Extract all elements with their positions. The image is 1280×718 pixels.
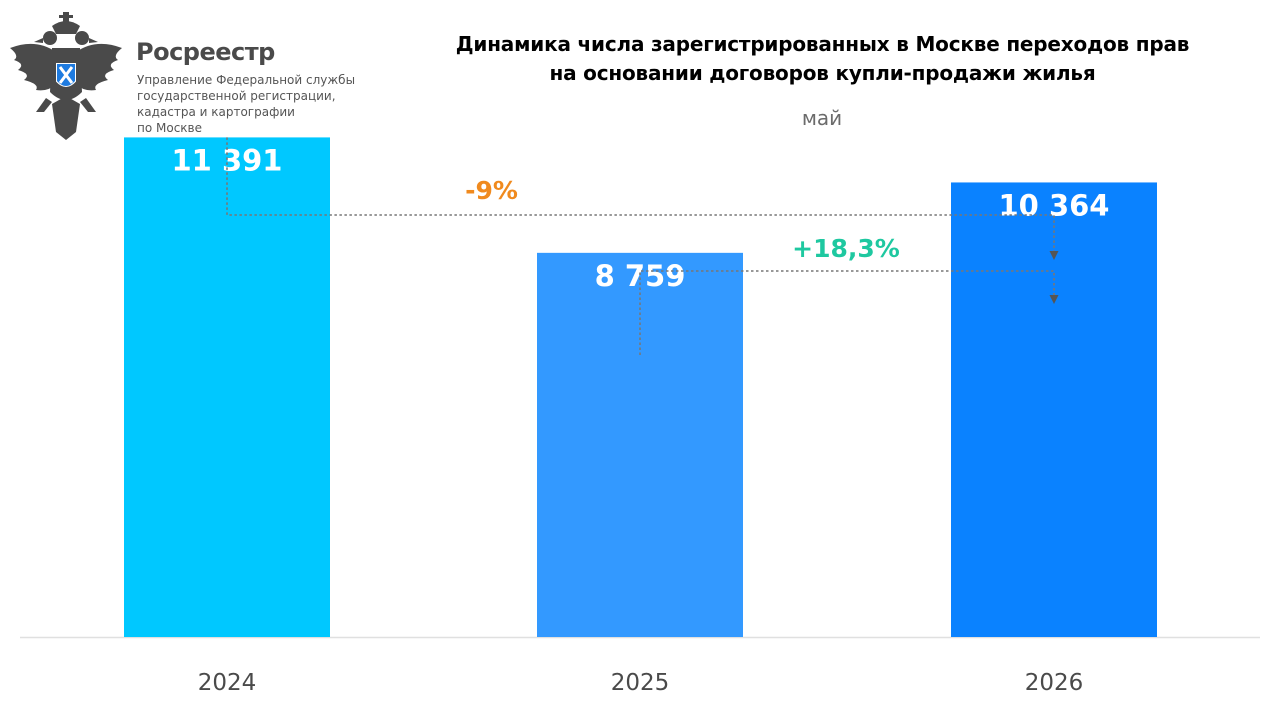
chart-title-line: на основании договоров купли-продажи жил… <box>549 61 1096 85</box>
change-label-2024-2026: -9% <box>465 176 518 205</box>
bar-value-label: 8 759 <box>595 259 686 293</box>
logo-block: Росреестр Управление Федеральной службы … <box>6 8 386 143</box>
x-tick-label: 2025 <box>611 670 670 696</box>
org-name: Росреестр <box>136 38 275 66</box>
change-label-2025-2026: +18,3% <box>792 234 900 263</box>
bar-2025 <box>537 252 743 637</box>
org-subtitle: Управление Федеральной службы государств… <box>137 72 397 136</box>
chart-title: Динамика числа зарегистрированных в Моск… <box>395 30 1250 88</box>
chart-subtitle: май <box>801 106 843 130</box>
change-bracket-2025-2026 <box>639 270 1055 355</box>
chart-title-line: Динамика числа зарегистрированных в Моск… <box>455 32 1190 56</box>
x-tick-label: 2024 <box>198 670 257 696</box>
change-bracket-2024-2026 <box>226 137 1055 253</box>
x-tick-label: 2026 <box>1025 670 1084 696</box>
org-subtitle-line: государственной регистрации, <box>137 89 336 103</box>
org-subtitle-line: кадастра и картографии <box>137 105 295 119</box>
double-headed-eagle-emblem-icon <box>10 12 122 140</box>
down-arrow-icon <box>1049 295 1059 304</box>
org-subtitle-line: Управление Федеральной службы <box>137 73 356 87</box>
bar-2024 <box>124 137 330 638</box>
org-subtitle-line: по Москве <box>137 121 202 135</box>
down-arrow-icon <box>1049 251 1059 260</box>
